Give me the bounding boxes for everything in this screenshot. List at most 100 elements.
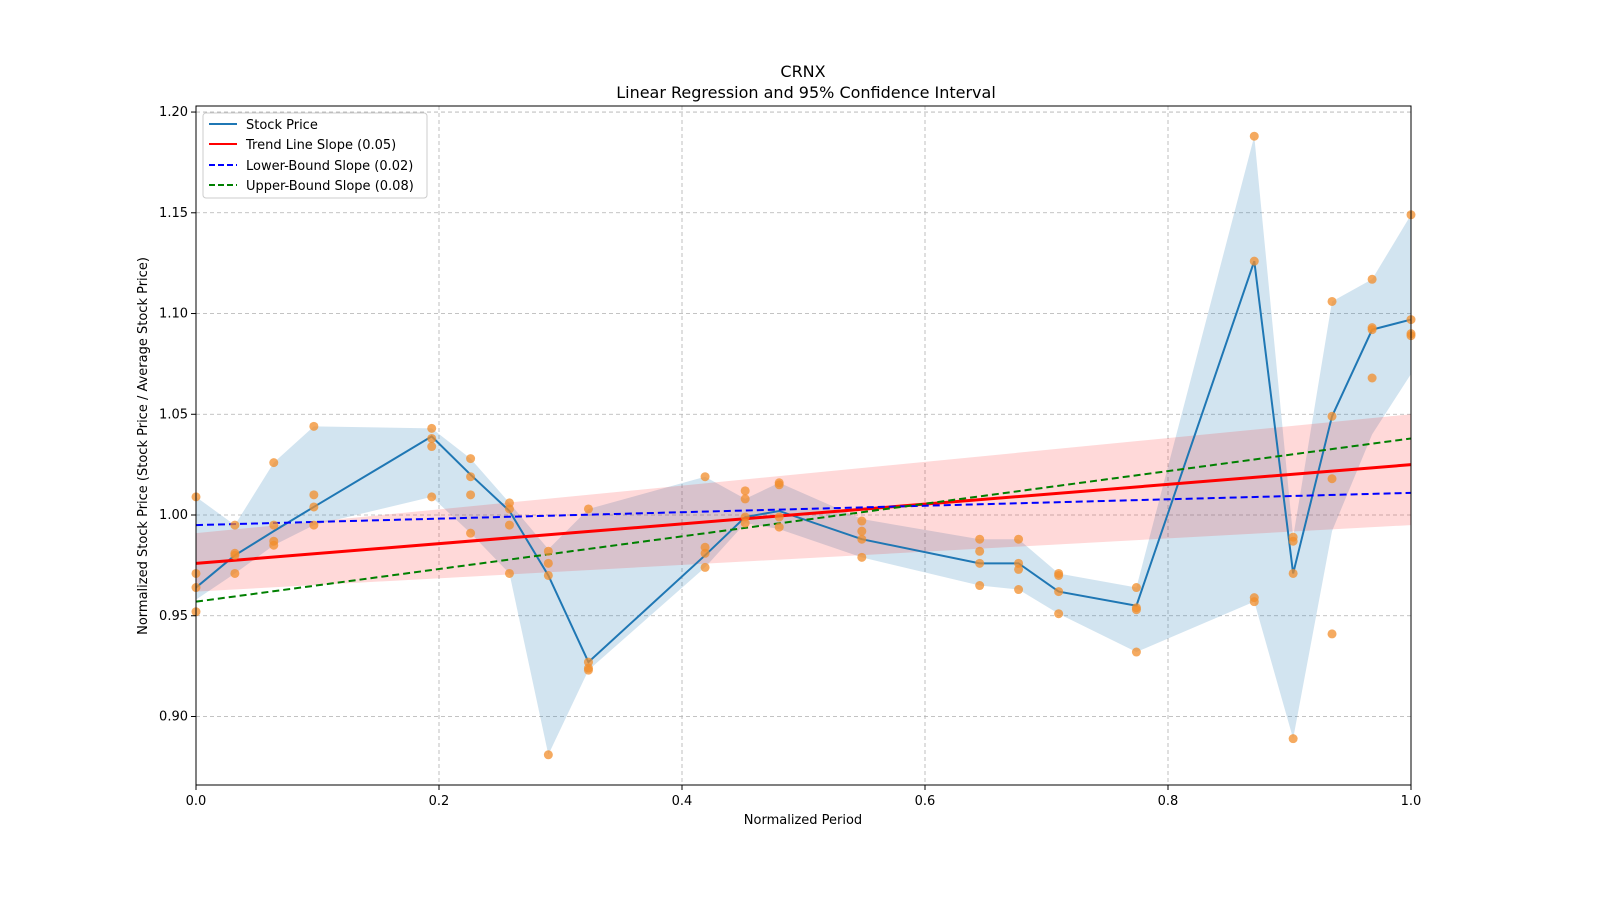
scatter-point	[1367, 274, 1377, 284]
chart-title: CRNX	[780, 62, 825, 81]
y-tick-label: 1.00	[159, 508, 188, 523]
scatter-point	[1054, 609, 1064, 619]
scatter-point	[427, 442, 437, 452]
scatter-point	[1288, 536, 1298, 546]
scatter-point	[774, 480, 784, 490]
confidence-bands	[196, 136, 1411, 755]
scatter-point	[1288, 568, 1298, 578]
scatter-point	[857, 526, 867, 536]
scatter-point	[504, 520, 514, 530]
scatter-point	[1014, 534, 1024, 544]
scatter-point	[740, 486, 750, 496]
scatter-point	[309, 502, 319, 512]
trend-line	[195, 463, 1412, 565]
scatter-point	[1014, 564, 1024, 574]
y-tick-label: 1.10	[159, 307, 188, 322]
scatter-point	[1054, 570, 1064, 580]
y-tick-label: 1.15	[159, 206, 188, 221]
scatter-point	[1327, 629, 1337, 639]
x-tick-label: 0.8	[1158, 794, 1179, 809]
scatter-point	[427, 492, 437, 502]
trend-confidence-band	[196, 414, 1411, 592]
scatter-point	[230, 568, 240, 578]
x-tick-label: 0.6	[915, 794, 936, 809]
y-tick-label: 1.20	[159, 105, 188, 120]
scatter-point	[700, 562, 710, 572]
chart-subtitle: Linear Regression and 95% Confidence Int…	[616, 83, 996, 102]
scatter-point	[504, 504, 514, 514]
scatter-point	[700, 548, 710, 558]
scatter-point	[309, 421, 319, 431]
series-lines	[195, 260, 1412, 664]
x-tick-label: 0.0	[186, 794, 207, 809]
y-tick-label: 0.90	[159, 709, 188, 724]
scatter-point	[975, 534, 985, 544]
scatter-point	[1327, 296, 1337, 306]
scatter-point	[1327, 411, 1337, 421]
scatter-point	[774, 512, 784, 522]
legend-label-trend-line: Trend Line Slope (0.05)	[245, 138, 396, 153]
scatter-point	[504, 568, 514, 578]
scatter-point	[543, 546, 553, 556]
scatter-point	[269, 520, 279, 530]
scatter-point	[1249, 597, 1259, 607]
scatter-point	[774, 522, 784, 532]
legend-box	[202, 112, 428, 199]
axes: 0.0 0.2 0.4 0.6 0.8 1.0 0.90 0.95 1.00 1.05 1.10 1.…	[159, 105, 1421, 809]
y-tick-label: 1.05	[159, 407, 188, 422]
scatter-point	[466, 454, 476, 464]
scatter-point	[309, 490, 319, 500]
scatter-point	[269, 540, 279, 550]
scatter-point	[700, 472, 710, 482]
x-tick-label: 0.4	[672, 794, 693, 809]
scatter-point	[1367, 325, 1377, 335]
scatter-point	[1249, 131, 1259, 141]
scatter-point	[230, 520, 240, 530]
scatter-point	[1131, 605, 1141, 615]
scatter-point	[1288, 734, 1298, 744]
x-tick-label: 0.2	[429, 794, 450, 809]
scatter-point	[466, 472, 476, 482]
stock-price-line	[195, 260, 1412, 664]
scatter-point	[857, 516, 867, 526]
legend: Stock Price Trend Line Slope (0.05) Lowe…	[202, 112, 428, 199]
scatter-point	[1249, 256, 1259, 266]
scatter-point	[543, 750, 553, 760]
upper-bound-line	[195, 437, 1412, 603]
legend-label-lower-bound: Lower-Bound Slope (0.02)	[246, 159, 413, 174]
scatter-points	[191, 131, 1416, 760]
scatter-point	[1014, 585, 1024, 595]
scatter-point	[583, 504, 593, 514]
y-axis-label: Normalized Stock Price (Stock Price / Av…	[136, 257, 151, 635]
scatter-point	[543, 558, 553, 568]
scatter-point	[1131, 583, 1141, 593]
scatter-point	[857, 552, 867, 562]
scatter-point	[466, 528, 476, 538]
scatter-point	[740, 494, 750, 504]
y-tick-label: 0.95	[159, 609, 188, 624]
scatter-point	[269, 458, 279, 468]
legend-label-upper-bound: Upper-Bound Slope (0.08)	[246, 179, 414, 194]
scatter-point	[975, 546, 985, 556]
scatter-point	[1367, 373, 1377, 383]
plot-frame	[195, 105, 1412, 786]
scatter-point	[740, 518, 750, 528]
scatter-point	[1131, 647, 1141, 657]
legend-label-stock-price: Stock Price	[246, 118, 318, 133]
scatter-point	[583, 665, 593, 675]
scatter-point	[1327, 474, 1337, 484]
scatter-point	[975, 558, 985, 568]
scatter-point	[427, 423, 437, 433]
scatter-point	[1054, 587, 1064, 597]
x-axis-label: Normalized Period	[744, 813, 862, 828]
scatter-point	[857, 534, 867, 544]
scatter-point	[309, 520, 319, 530]
x-tick-label: 1.0	[1401, 794, 1422, 809]
scatter-point	[543, 570, 553, 580]
lower-bound-line	[195, 491, 1412, 527]
scatter-point	[230, 550, 240, 560]
scatter-point	[975, 581, 985, 591]
scatter-point	[427, 433, 437, 443]
scatter-point	[466, 490, 476, 500]
